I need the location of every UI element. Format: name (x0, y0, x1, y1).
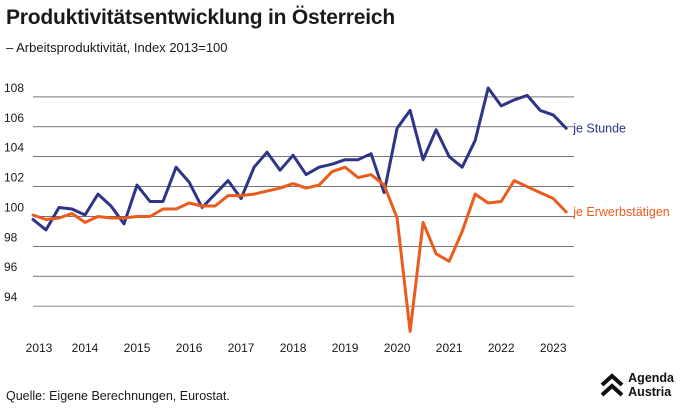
x-tick-label: 2023 (540, 341, 567, 355)
series-line (31, 165, 568, 333)
x-tick-label: 2018 (280, 341, 307, 355)
logo-line-1: Agenda (628, 371, 674, 385)
grid-lines (33, 96, 574, 307)
agenda-austria-logo: Agenda Austria (600, 371, 674, 399)
y-axis-ticks: 94 96 98 100 102 104 106 108 (4, 81, 24, 304)
source-note: Quelle: Eigene Berechnungen, Eurostat. (6, 389, 230, 403)
y-tick-label: 94 (4, 290, 18, 304)
x-tick-label: 2019 (332, 341, 359, 355)
x-tick-label: 2013 (26, 341, 53, 355)
x-tick-label: 2016 (176, 341, 203, 355)
logo-line-2: Austria (628, 385, 672, 399)
x-axis-ticks: 2013 2014 2015 2016 2017 2018 2019 2020 2021 2022… (26, 341, 567, 355)
chart-title: Produktivitätsentwicklung in Österreich (6, 6, 395, 29)
series-lines (31, 86, 568, 333)
chart-subtitle: – Arbeitsproduktivität, Index 2013=100 (6, 40, 228, 55)
y-tick-label: 106 (4, 111, 24, 125)
logo-chevron-icon (600, 373, 624, 397)
series-label-je-erwerbstaetigen: je Erwerbstätigen (572, 205, 670, 219)
y-tick-label: 100 (4, 200, 24, 214)
x-tick-label: 2021 (436, 341, 463, 355)
y-tick-label: 98 (4, 230, 18, 244)
x-tick-label: 2020 (384, 341, 411, 355)
y-tick-label: 108 (4, 81, 24, 95)
y-tick-label: 102 (4, 171, 24, 185)
x-tick-label: 2017 (228, 341, 255, 355)
series-label-je-stunde: je Stunde (572, 121, 626, 135)
x-tick-label: 2022 (488, 341, 515, 355)
series-line (31, 86, 568, 232)
x-tick-label: 2014 (72, 341, 99, 355)
y-tick-label: 96 (4, 260, 18, 274)
x-tick-label: 2015 (124, 341, 151, 355)
y-tick-label: 104 (4, 141, 24, 155)
